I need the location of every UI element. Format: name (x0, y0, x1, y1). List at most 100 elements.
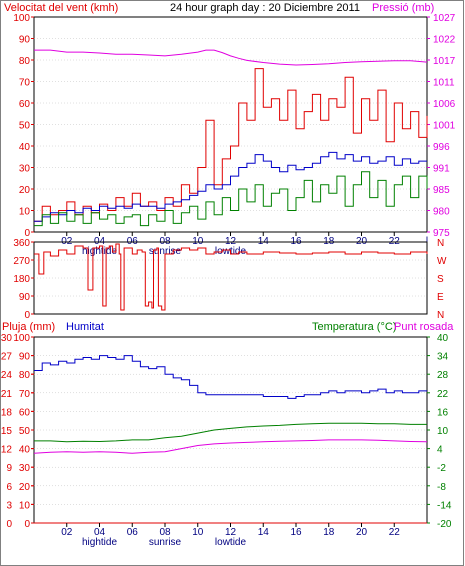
x-tick-label: 12 (225, 527, 237, 538)
y-tick-label: 4 (437, 445, 443, 456)
y-tick-label: 90 (19, 35, 31, 46)
y-tick-label: 1022 (433, 35, 456, 46)
y-tick-label: 0 (24, 228, 30, 239)
series-temperature (34, 422, 427, 443)
x-annotation-hightide: hightide (82, 246, 117, 257)
y-tick-label: 30 (1, 333, 13, 344)
y-tick-label: 3 (6, 500, 12, 511)
climate-x-axis-ticks: 02 04 06 08 10 12 14 16 18 20 22 hightide sunrise low… (61, 523, 400, 548)
x-tick-label: 20 (356, 527, 368, 538)
y-tick-label: 0 (24, 310, 30, 321)
humidity-y-axis-ticks: 0 10 20 30 40 50 60 70 80 90 100 (13, 333, 34, 530)
x-tick-label: 14 (258, 527, 270, 538)
rain-axis-title: Pluja (mm) (2, 321, 55, 333)
y-tick-label: 90 (19, 292, 31, 303)
series-wind_low (34, 171, 428, 227)
pressure-axis-title: Pressió (mb) (372, 2, 434, 14)
y-tick-label: 80 (19, 370, 31, 381)
y-tick-label: 0 (24, 519, 30, 530)
direction-y-axis-ticks: 0 90 180 270 360 (13, 238, 34, 321)
y-tick-label: 1001 (433, 121, 456, 132)
wind-pressure-series (34, 49, 428, 227)
y-tick-label: 21 (1, 389, 13, 400)
series-gust (34, 68, 428, 222)
climate-grid (34, 355, 427, 505)
y-tick-label: 180 (13, 274, 30, 285)
y-tick-label: 360 (13, 238, 30, 249)
y-tick-label: 10 (19, 500, 31, 511)
series-pressure (34, 49, 428, 66)
x-annotation-hightide: hightide (82, 537, 117, 548)
chart-title: 24 hour graph day : 20 Diciembre 2011 (170, 2, 360, 14)
y-tick-label: 60 (19, 407, 31, 418)
y-tick-label: 1006 (433, 99, 456, 110)
y-tick-label: 980 (433, 207, 450, 218)
y-tick-label: 996 (433, 142, 450, 153)
compass-label: N (437, 238, 444, 249)
y-tick-label: 90 (19, 352, 31, 363)
y-tick-label: 100 (13, 333, 30, 344)
y-tick-label: 10 (19, 207, 31, 218)
x-tick-label: 22 (389, 527, 401, 538)
y-tick-label: 40 (437, 333, 449, 344)
y-tick-label: 975 (433, 228, 450, 239)
y-tick-label: 80 (19, 56, 31, 67)
y-tick-label: 22 (437, 389, 449, 400)
y-tick-label: 24 (1, 370, 13, 381)
y-tick-label: 16 (437, 407, 449, 418)
y-tick-label: 6 (6, 482, 12, 493)
compass-label: W (437, 256, 447, 267)
x-annotation-sunrise: sunrise (149, 246, 182, 257)
climate-series (33, 355, 428, 524)
wind-y-axis-ticks: 0 10 20 30 40 50 60 70 80 90 100 (13, 13, 34, 239)
y-tick-label: -14 (437, 500, 452, 511)
y-tick-label: 0 (6, 519, 12, 530)
y-tick-label: 985 (433, 185, 450, 196)
dewpoint-axis-title: Punt rosada (394, 321, 454, 333)
y-tick-label: 9 (6, 463, 12, 474)
y-tick-label: 1027 (433, 13, 456, 24)
humidity-axis-title: Humitat (66, 321, 104, 333)
y-tick-label: -20 (437, 519, 452, 530)
x-tick-label: 08 (159, 527, 171, 538)
y-tick-label: 34 (437, 352, 449, 363)
x-tick-label: 10 (192, 527, 204, 538)
y-tick-label: 1011 (433, 78, 455, 89)
y-tick-label: -2 (437, 463, 446, 474)
x-tick-label: 06 (127, 527, 139, 538)
y-tick-label: 10 (437, 426, 449, 437)
climate-plot-frame (33, 336, 428, 524)
x-tick-label: 02 (61, 527, 73, 538)
temperature-axis-title: Temperatura (°C) (312, 321, 396, 333)
y-tick-label: 50 (19, 121, 31, 132)
series-humidity (34, 355, 427, 399)
wind-axis-title: Velocitat del vent (kmh) (4, 2, 118, 14)
y-tick-label: 18 (1, 407, 13, 418)
y-tick-label: 28 (437, 370, 449, 381)
y-tick-label: 27 (1, 352, 13, 363)
direction-series (34, 243, 428, 311)
series-wind_avg (34, 151, 427, 222)
y-tick-label: -8 (437, 482, 446, 493)
y-tick-label: 70 (19, 78, 31, 89)
y-tick-label: 100 (13, 13, 30, 24)
compass-label: E (437, 292, 444, 303)
compass-label: N (437, 310, 444, 321)
series-dewpoint (33, 439, 428, 454)
y-tick-label: 1017 (433, 56, 456, 67)
y-tick-label: 20 (19, 482, 31, 493)
y-tick-label: 70 (19, 389, 31, 400)
compass-label: S (437, 274, 444, 285)
y-tick-label: 30 (19, 463, 31, 474)
y-tick-label: 20 (19, 185, 31, 196)
direction-grid (34, 259, 427, 297)
x-annotation-lowtide: lowtide (215, 537, 247, 548)
x-annotation-sunrise: sunrise (149, 537, 182, 548)
y-tick-label: 30 (19, 164, 31, 175)
series-direction (34, 243, 428, 311)
y-tick-label: 12 (1, 445, 13, 456)
x-tick-label: 16 (290, 527, 302, 538)
